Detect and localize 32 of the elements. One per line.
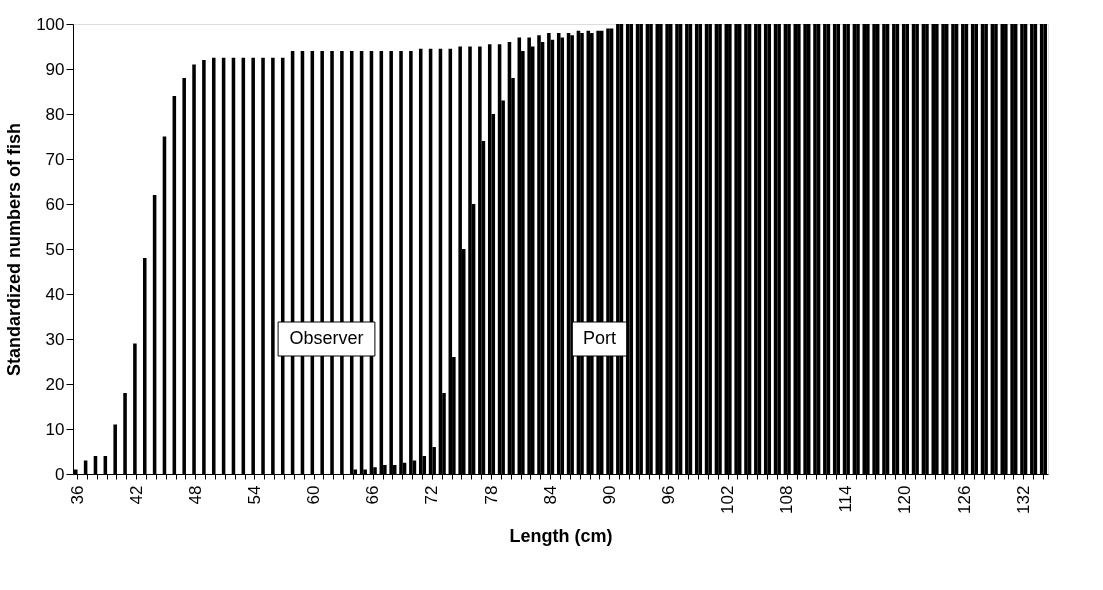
x-tick-label: 126 [954, 485, 974, 514]
y-tick-label: 30 [45, 329, 65, 349]
x-tick-label: 36 [67, 485, 87, 505]
y-tick-label: 40 [45, 284, 65, 304]
x-tick-label: 78 [481, 485, 501, 505]
y-axis-title: Standardized numbers of fish [4, 122, 25, 377]
y-tick-label: 0 [55, 464, 65, 484]
y-tick-label: 60 [45, 194, 65, 214]
x-tick-label: 96 [658, 485, 678, 505]
y-tick-label: 20 [45, 374, 65, 394]
x-tick-label: 90 [599, 485, 619, 505]
x-tick-label: 114 [836, 485, 856, 513]
x-tick-label: 54 [244, 485, 264, 505]
x-tick-label: 102 [718, 485, 738, 514]
x-tick-label: 66 [363, 485, 383, 505]
y-tick-label: 50 [45, 239, 65, 259]
y-tick-label: 70 [45, 149, 65, 169]
y-tick-label: 10 [45, 419, 65, 439]
y-tick-label: 100 [36, 14, 65, 34]
series-label: Port [582, 328, 617, 348]
x-tick-label: 120 [895, 485, 915, 514]
y-tick-label: 80 [45, 104, 65, 124]
x-tick-label: 48 [185, 485, 205, 505]
x-axis-title: Length (cm) [509, 525, 613, 546]
x-tick-label: 132 [1013, 485, 1033, 514]
x-tick-label: 108 [777, 485, 797, 514]
x-tick-label: 84 [540, 485, 560, 505]
x-tick-label: 42 [126, 485, 146, 505]
x-tick-label: 60 [304, 485, 324, 505]
y-tick-label: 90 [45, 59, 65, 79]
x-tick-label: 72 [422, 485, 442, 505]
series-label: Observer [289, 328, 364, 348]
